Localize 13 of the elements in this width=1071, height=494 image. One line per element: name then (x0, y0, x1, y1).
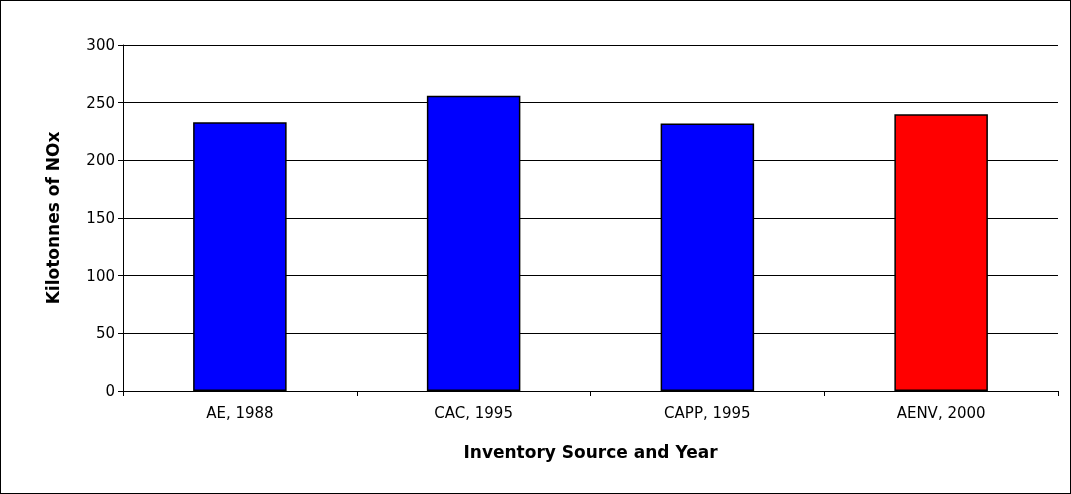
x-tick-label: CAPP, 1995 (664, 403, 751, 422)
y-tick-label: 300 (86, 36, 115, 54)
y-axis-title: Kilotonnes of NOx (42, 131, 63, 305)
y-tick-label: 250 (86, 93, 115, 112)
y-tick-label: 100 (86, 266, 115, 285)
x-tick-label: CAC, 1995 (434, 403, 513, 422)
y-tick-label: 0 (105, 382, 115, 400)
x-tick-label: AENV, 2000 (896, 403, 986, 422)
y-tick-label: 50 (95, 324, 115, 343)
y-tick-label: 150 (86, 209, 115, 227)
y-tick-label: 200 (86, 151, 115, 170)
x-axis-title: Inventory Source and Year (463, 441, 719, 462)
x-tick-label: AE, 1988 (206, 403, 274, 422)
